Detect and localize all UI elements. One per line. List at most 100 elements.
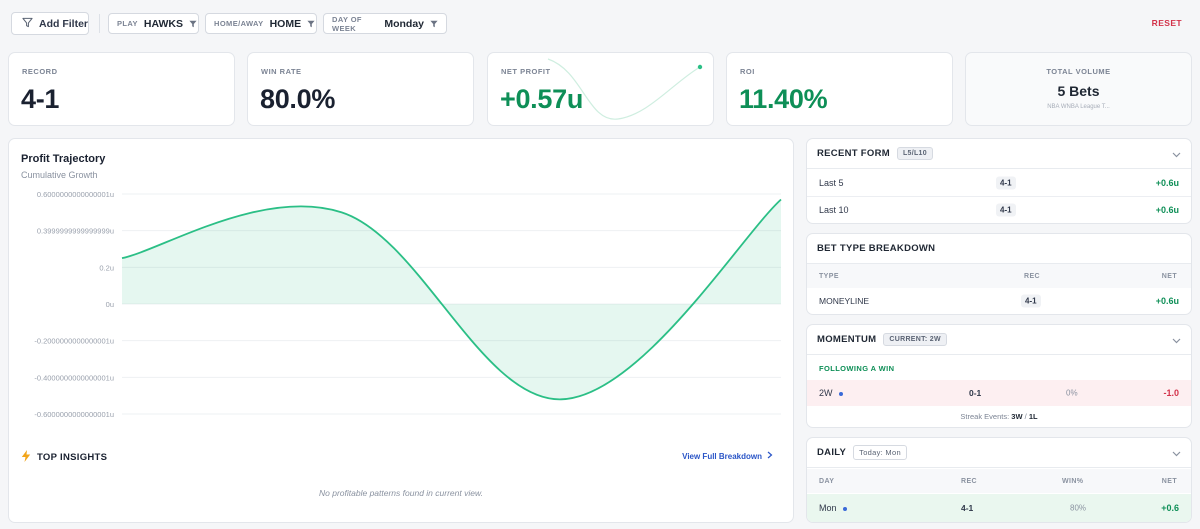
lightning-icon [21, 450, 31, 465]
row-label: Last 10 [819, 205, 849, 215]
funnel-icon[interactable] [430, 15, 438, 33]
card-label: TOTAL VOLUME [1046, 67, 1111, 76]
panel-header[interactable]: DAILY Today: Mon [807, 438, 1191, 468]
sparkline [547, 58, 703, 120]
filter-chip-play[interactable]: PLAY HAWKS [108, 13, 199, 34]
row-record: 4-1 [996, 203, 1016, 217]
bet-type: MONEYLINE [819, 296, 870, 306]
streak-net: -1.0 [1163, 388, 1179, 398]
momentum-panel: MOMENTUM CURRENT: 2W FOLLOWING A WIN 2W … [806, 324, 1192, 428]
profit-trajectory-card: Profit Trajectory Cumulative Growth 0.60… [8, 138, 794, 523]
status-dot [838, 391, 843, 396]
add-filter-button[interactable]: Add Filter [11, 12, 89, 35]
divider [99, 14, 100, 33]
empty-insights-message: No profitable patterns found in current … [319, 488, 483, 498]
streak-events-separator: / [1024, 412, 1027, 421]
y-tick-label: -0.6000000000000001u [34, 410, 114, 419]
volume-value: 5 Bets [1057, 83, 1100, 99]
table-row: Mon 4-1 80% +0.6 [807, 494, 1191, 522]
filter-chip-home-away[interactable]: HOME/AWAY HOME [205, 13, 317, 34]
filter-chip-day-of-week[interactable]: DAY OF WEEK Monday [323, 13, 447, 34]
add-filter-label: Add Filter [39, 17, 88, 30]
chart-subtitle: Cumulative Growth [21, 170, 98, 180]
chevron-down-icon[interactable] [1172, 444, 1181, 462]
col-net: NET [1161, 478, 1177, 485]
chip-key: HOME/AWAY [214, 19, 264, 28]
y-tick-label: -0.4000000000000001u [34, 373, 114, 382]
chip-value: Monday [384, 17, 424, 30]
streak-value: 2W [819, 388, 833, 398]
view-full-breakdown-link[interactable]: View Full Breakdown [682, 451, 773, 461]
funnel-icon[interactable] [189, 15, 197, 33]
roi-card: ROI 11.40% [726, 52, 953, 126]
net-profit-value: +0.57u [500, 84, 584, 114]
area-fill [122, 199, 781, 400]
row-label: Last 5 [819, 178, 844, 188]
day-win-pct: 80% [1070, 503, 1087, 513]
streak-pct: 0% [1066, 388, 1078, 398]
col-rec: REC [1024, 273, 1040, 280]
col-rec: REC [961, 478, 977, 485]
table-header: TYPE REC NET [807, 264, 1191, 288]
panel-header[interactable]: RECENT FORM L5/L10 [807, 139, 1191, 169]
row-net: +0.6u [1155, 178, 1179, 188]
status-dot [842, 506, 847, 511]
profit-line [121, 198, 782, 401]
card-label: RECORD [22, 67, 58, 76]
win-rate-card: WIN RATE 80.0% [247, 52, 474, 126]
today-tag: Today: Mon [853, 445, 907, 460]
record-value: 4-1 [21, 84, 60, 114]
day-value: Mon [819, 503, 837, 513]
table-row: MONEYLINE 4-1 +0.6u [807, 288, 1191, 314]
divider [807, 196, 1191, 197]
bet-type-net: +0.6u [1155, 296, 1179, 306]
col-net: NET [1161, 273, 1177, 280]
list-item: Last 5 4-1 +0.6u [807, 170, 1191, 196]
y-tick-label: 0.3999999999999999u [37, 227, 114, 236]
filter-bar: Add Filter PLAY HAWKS HOME/AWAY HOME DAY… [0, 0, 1200, 46]
chevron-right-icon [767, 451, 773, 461]
y-tick-label: -0.2000000000000001u [34, 337, 114, 346]
y-tick-label: 0.6000000000000001u [37, 190, 114, 199]
streak-record: 0-1 [969, 388, 982, 398]
y-tick-label: 0u [106, 300, 114, 309]
col-win: WIN% [1062, 478, 1084, 485]
panel-header[interactable]: MOMENTUM CURRENT: 2W [807, 325, 1191, 355]
panel-title: MOMENTUM [817, 334, 877, 345]
day-label: Mon [819, 503, 847, 513]
card-label: WIN RATE [261, 67, 302, 76]
chip-key: DAY OF WEEK [332, 14, 362, 33]
record-card: RECORD 4-1 [8, 52, 235, 126]
day-net: +0.6 [1161, 503, 1179, 513]
profit-chart: 0.6000000000000001u 0.3999999999999999u 0.… [34, 190, 782, 419]
day-record: 4-1 [961, 503, 974, 513]
filter-icon [22, 17, 33, 31]
table-row: 2W 0-1 0% -1.0 [807, 380, 1191, 406]
funnel-icon[interactable] [307, 15, 315, 33]
table-header: DAY REC WIN% NET [807, 469, 1191, 493]
range-tag: L5/L10 [896, 147, 933, 160]
streak-events-losses: 1L [1028, 412, 1038, 421]
chevron-down-icon[interactable] [1172, 145, 1181, 163]
recent-form-panel: RECENT FORM L5/L10 Last 5 4-1 +0.6u Last… [806, 138, 1192, 224]
reset-button[interactable]: RESET [1151, 18, 1182, 28]
bet-type-panel: BET TYPE BREAKDOWN TYPE REC NET MONEYLIN… [806, 233, 1192, 315]
card-label: ROI [740, 67, 755, 76]
streak-label: 2W [819, 388, 843, 398]
volume-subtext: NBA WNBA League T... [1047, 104, 1110, 110]
streak-events-label: Streak Events: [960, 412, 1010, 421]
chevron-down-icon[interactable] [1172, 331, 1181, 349]
list-item: Last 10 4-1 +0.6u [807, 197, 1191, 223]
current-streak-tag: CURRENT: 2W [883, 333, 947, 346]
chip-value: HOME [269, 17, 302, 30]
top-insights-header: TOP INSIGHTS [21, 450, 107, 465]
y-tick-label: 0.2u [99, 263, 114, 272]
insights-title: TOP INSIGHTS [37, 452, 108, 463]
section-label: FOLLOWING A WIN [819, 364, 895, 373]
col-type: TYPE [819, 273, 839, 280]
roi-value: 11.40% [739, 84, 828, 114]
col-day: DAY [819, 478, 835, 485]
view-all-label: View Full Breakdown [682, 451, 762, 461]
panel-header: BET TYPE BREAKDOWN [807, 234, 1191, 264]
net-profit-card: NET PROFIT +0.57u [487, 52, 714, 126]
